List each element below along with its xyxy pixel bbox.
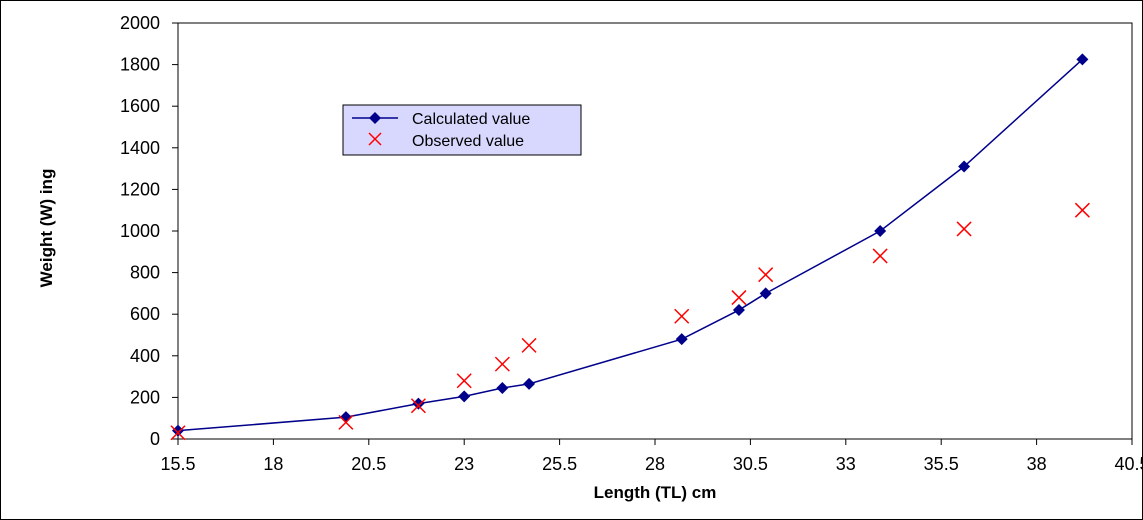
observed-value-point-stroke: [521, 337, 537, 353]
y-tick-label: 1200: [120, 179, 160, 199]
observed-value-point-stroke: [674, 308, 690, 324]
x-ticks: 15.5 18 20.5 23 25.5 28 30.5 33 35.5 38 40.5: [160, 439, 1143, 474]
calculated-value-point: [874, 225, 887, 237]
observed-value-point: [338, 414, 354, 430]
observed-value-point-stroke: [456, 373, 472, 389]
x-tick-label: 20.5: [351, 454, 386, 474]
calculated-value-point: [496, 382, 509, 395]
y-axis-title-group: Weight (W) ing: [37, 169, 56, 288]
observed-value-point: [521, 337, 537, 353]
y-ticks: 0 200 400 600 800 1000 1200 1400 1600 1800 2000: [120, 13, 178, 449]
observed-value-point: [872, 248, 888, 264]
x-tick-label: 28: [645, 454, 665, 474]
legend-observed-label: Observed value: [412, 133, 524, 150]
x-tick-label: 15.5: [160, 454, 195, 474]
observed-value-point-stroke: [170, 425, 186, 441]
y-tick-label: 2000: [120, 13, 160, 33]
calculated-value-point: [458, 390, 471, 403]
calculated-value-point: [523, 377, 536, 390]
legend-observed-marker-b: [368, 132, 382, 146]
observed-value-point: [410, 398, 426, 414]
observed-value-point-stroke: [410, 398, 426, 414]
observed-value-point: [758, 267, 774, 283]
y-axis-title: Weight (W) ing: [37, 169, 56, 288]
x-axis-title: Length (TL) cm: [594, 483, 717, 502]
series-lines: [177, 58, 1083, 432]
calculated-value-point: [1076, 53, 1089, 66]
series-markers: [170, 53, 1090, 441]
observed-value-point: [1074, 202, 1090, 218]
y-tick-label: 1000: [120, 221, 160, 241]
x-tick-label: 35.5: [924, 454, 959, 474]
observed-value-point-stroke: [338, 414, 354, 430]
legend-box: [342, 104, 582, 156]
x-tick-label: 18: [263, 454, 283, 474]
legend-calculated-marker: [369, 112, 381, 124]
observed-value-point-stroke: [758, 267, 774, 283]
x-tick-label: 38: [1027, 454, 1047, 474]
observed-value-point: [170, 425, 186, 441]
x-tick-label: 23: [454, 454, 474, 474]
y-tick-label: 800: [130, 263, 160, 283]
observed-value-point: [494, 356, 510, 372]
y-tick-label: 200: [130, 387, 160, 407]
x-tick-label: 25.5: [542, 454, 577, 474]
calculated-value-point: [412, 397, 425, 410]
observed-value-point: [956, 221, 972, 237]
x-tick-label: 30.5: [733, 454, 768, 474]
x-axis-title-group: Length (TL) cm: [594, 483, 717, 502]
y-tick-label: 400: [130, 346, 160, 366]
y-tick-label: 0: [150, 429, 160, 449]
calculated-value-line: [177, 58, 1083, 432]
x-tick-label: 33: [836, 454, 856, 474]
observed-value-point: [456, 373, 472, 389]
y-tick-label: 1400: [120, 138, 160, 158]
legend: Calculated value Observed value: [342, 104, 582, 156]
calculated-value-point: [958, 160, 971, 173]
calculated-value-point: [675, 333, 688, 346]
y-tick-label: 1600: [120, 96, 160, 116]
observed-value-point-stroke: [731, 290, 747, 306]
observed-value-point: [731, 290, 747, 306]
calculated-value-point: [759, 287, 772, 300]
legend-calculated-label: Calculated value: [412, 111, 530, 128]
calculated-value-point: [172, 424, 184, 437]
observed-value-point: [674, 308, 690, 324]
y-tick-label: 1800: [120, 55, 160, 75]
observed-value-point-stroke: [1074, 202, 1090, 218]
observed-value-point-stroke: [494, 356, 510, 372]
calculated-value-point: [732, 304, 745, 317]
y-tick-label: 600: [130, 304, 160, 324]
x-tick-label: 40.5: [1114, 454, 1143, 474]
observed-value-point-stroke: [956, 221, 972, 237]
observed-value-point-stroke: [872, 248, 888, 264]
